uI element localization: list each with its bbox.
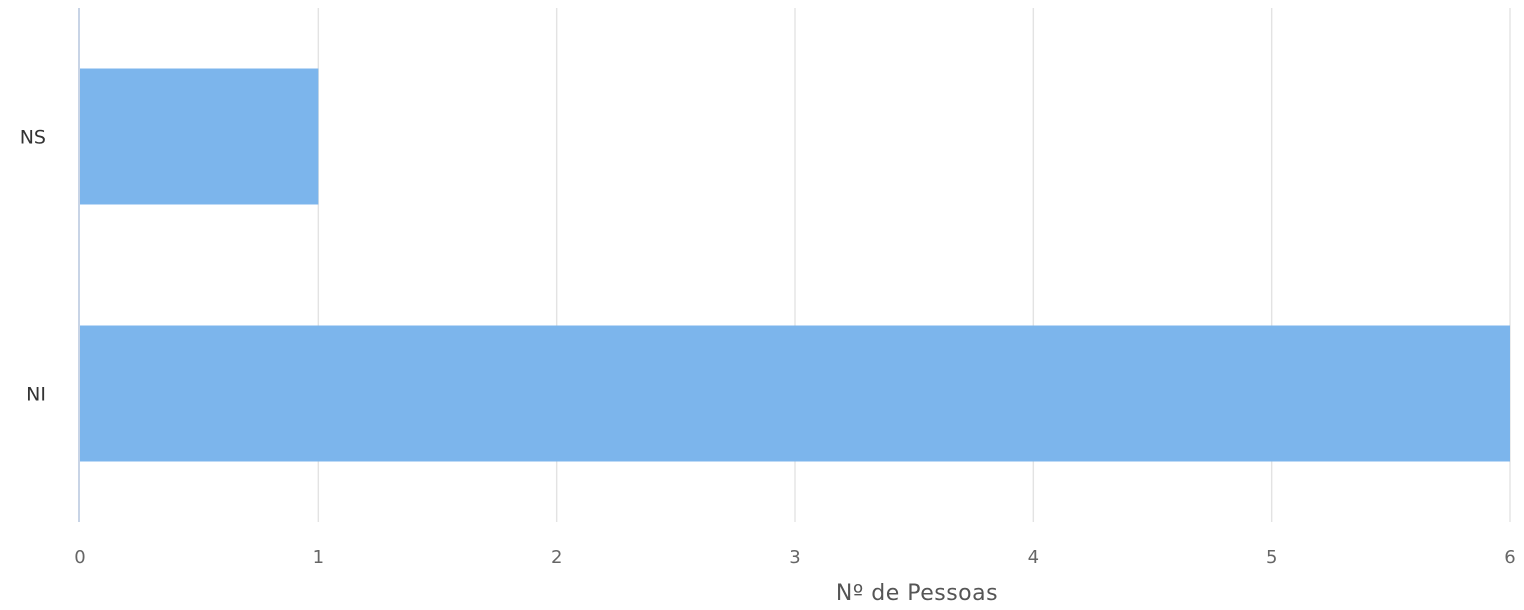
x-axis-title: Nº de Pessoas <box>836 581 998 606</box>
x-tick-label-5: 5 <box>1266 547 1277 568</box>
y-axis-categories: NS NI <box>20 127 46 406</box>
bars <box>80 68 1510 462</box>
x-tick-label-4: 4 <box>1028 547 1039 568</box>
x-tick-label-1: 1 <box>313 547 324 568</box>
x-tick-label-0: 0 <box>74 547 85 568</box>
bar-ni <box>80 325 1510 462</box>
bar-ns <box>80 68 319 205</box>
x-axis-ticks: 0 1 2 3 4 5 6 <box>74 547 1515 568</box>
x-tick-label-2: 2 <box>551 547 562 568</box>
y-category-label-ns: NS <box>20 127 46 149</box>
y-category-label-ni: NI <box>26 384 46 406</box>
x-tick-label-3: 3 <box>789 547 800 568</box>
x-tick-label-6: 6 <box>1504 547 1515 568</box>
